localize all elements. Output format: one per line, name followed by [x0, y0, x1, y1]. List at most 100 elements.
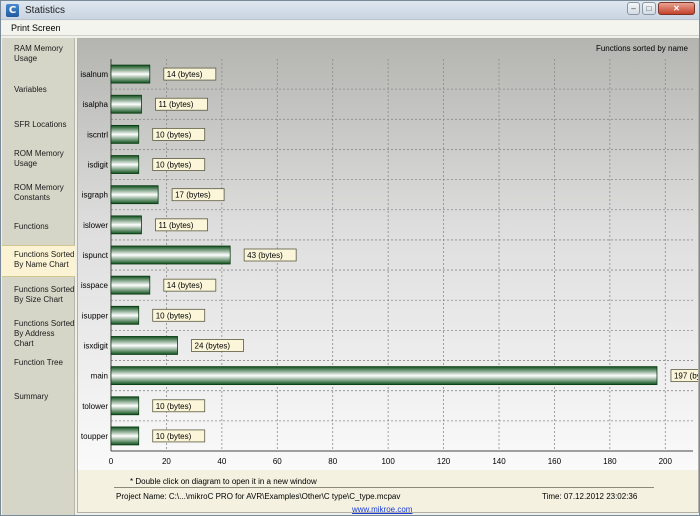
sidebar-item-label: SFR Locations [14, 120, 67, 129]
menu-print-screen[interactable]: Print Screen [11, 23, 61, 33]
bar-isspace[interactable] [110, 275, 151, 295]
sidebar-item-label: Functions Sorted [14, 285, 75, 294]
bar-isxdigit[interactable] [110, 336, 178, 355]
data-label: 197 (bytes) [674, 372, 698, 381]
data-label: 10 (bytes) [156, 432, 192, 441]
sidebar-item-sfr-locations[interactable]: SFR Locations [2, 120, 75, 130]
x-tick-label: 60 [273, 457, 282, 466]
footer-divider [114, 487, 654, 488]
bar-islower[interactable] [110, 215, 142, 235]
window-title: Statistics [25, 5, 66, 16]
bar-isgraph[interactable] [110, 185, 159, 205]
sidebar-item-label: Functions Sorted [14, 250, 75, 259]
functions-bar-chart[interactable]: 0 20 40 60 80 100 120 140 160 180 200 isalnum 14 (by… [78, 39, 698, 469]
category-label: isalnum [80, 70, 108, 79]
bar-iscntrl[interactable] [110, 124, 140, 144]
chart-panel[interactable]: Functions sorted by name 0 20 40 60 80 100 120… [77, 38, 699, 514]
category-label: isxdigit [84, 341, 109, 350]
x-tick-label: 140 [492, 457, 506, 466]
data-label-box [191, 339, 244, 352]
sidebar-item-label: Functions [14, 222, 49, 231]
sidebar: RAM Memory Usage Variables SFR Locations… [2, 38, 75, 515]
sidebar-item-functions-sorted-by-name-chart[interactable]: Functions Sorted By Name Chart [2, 245, 75, 277]
category-label: islower [83, 221, 108, 230]
data-label-box [155, 97, 208, 111]
data-label-box [163, 278, 217, 292]
sidebar-item-label: Usage [14, 54, 38, 63]
minimize-button[interactable]: – [627, 2, 640, 15]
close-icon: ✕ [673, 4, 680, 13]
bar-isalpha[interactable] [110, 94, 142, 114]
footnote: * Double click on diagram to open it in … [130, 477, 317, 486]
data-label-box [152, 399, 206, 413]
sidebar-item-label: Constants [14, 193, 51, 202]
x-tick-label: 120 [437, 457, 451, 466]
data-label: 14 (bytes) [167, 70, 203, 79]
sidebar-item-variables[interactable]: Variables [2, 85, 75, 95]
sidebar-item-functions[interactable]: Functions [2, 222, 75, 232]
sidebar-item-ram-memory-usage[interactable]: RAM Memory Usage [2, 44, 75, 64]
sidebar-item-label: RAM Memory [14, 44, 63, 53]
category-label: isalpha [83, 100, 109, 109]
data-label: 43 (bytes) [247, 251, 283, 260]
bar-tolower[interactable] [110, 396, 140, 416]
sidebar-item-label: Summary [14, 392, 49, 401]
bar-isalnum[interactable] [110, 64, 151, 84]
bar-main[interactable] [110, 366, 658, 386]
bar-toupper[interactable] [110, 426, 140, 446]
timestamp: Time: 07.12.2012 23:02:36 [542, 492, 638, 501]
data-label: 10 (bytes) [156, 402, 192, 411]
data-label-box [171, 188, 225, 202]
data-label: 10 (bytes) [156, 311, 192, 320]
category-label: isgraph [82, 191, 108, 200]
data-label: 11 (bytes) [158, 100, 193, 109]
data-label-box [152, 127, 206, 141]
sidebar-item-function-tree[interactable]: Function Tree [2, 358, 75, 368]
chart-heading: Functions sorted by name [595, 44, 688, 53]
sidebar-item-label: ROM Memory [14, 149, 64, 158]
data-label-box [163, 67, 217, 81]
sidebar-item-functions-sorted-by-size-chart[interactable]: Functions Sorted By Size Chart [2, 285, 75, 305]
data-label: 10 (bytes) [156, 161, 192, 170]
app-icon: C [6, 4, 19, 17]
x-tick-label: 20 [162, 457, 171, 466]
bar-ispunct[interactable] [110, 245, 231, 265]
sidebar-item-label: Function Tree [14, 358, 63, 367]
data-label-box [152, 158, 206, 171]
data-label-box [243, 248, 297, 262]
sidebar-item-label: By Address Chart [14, 329, 55, 348]
sidebar-item-label: By Name Chart [14, 260, 69, 269]
bar-isupper[interactable] [110, 305, 140, 325]
maximize-button[interactable]: □ [642, 2, 656, 15]
category-label: ispunct [83, 251, 109, 260]
sidebar-item-label: Functions Sorted [14, 319, 75, 328]
sidebar-item-summary[interactable]: Summary [2, 392, 75, 402]
sidebar-item-rom-memory-constants[interactable]: ROM Memory Constants [2, 183, 75, 203]
x-tick-label: 160 [548, 457, 562, 466]
sidebar-item-label: ROM Memory [14, 183, 64, 192]
chart-footer [78, 470, 698, 512]
minimize-icon: – [631, 4, 636, 13]
data-label-box [152, 308, 206, 322]
category-label: toupper [81, 432, 108, 441]
data-label: 24 (bytes) [195, 341, 231, 350]
category-label: isupper [82, 311, 109, 320]
sidebar-item-rom-memory-usage[interactable]: ROM Memory Usage [2, 149, 75, 169]
website-link[interactable]: www.mikroe.com [352, 505, 413, 514]
title-bar: C Statistics – □ ✕ [1, 1, 699, 20]
sidebar-item-label: Variables [14, 85, 47, 94]
bar-isdigit[interactable] [110, 155, 140, 174]
close-button[interactable]: ✕ [658, 2, 695, 15]
data-label-box [152, 429, 206, 443]
sidebar-item-functions-sorted-by-address-chart[interactable]: Functions Sorted By Address Chart [2, 319, 75, 349]
data-label: 11 (bytes) [158, 221, 193, 230]
category-label: main [91, 372, 108, 381]
data-label-box [670, 369, 698, 383]
x-tick-label: 100 [381, 457, 395, 466]
x-tick-label: 180 [603, 457, 617, 466]
x-tick-label: 200 [659, 457, 673, 466]
x-tick-label: 80 [328, 457, 337, 466]
project-name: Project Name: C:\...\mikroC PRO for AVR\… [116, 492, 401, 501]
category-label: isspace [81, 281, 109, 290]
